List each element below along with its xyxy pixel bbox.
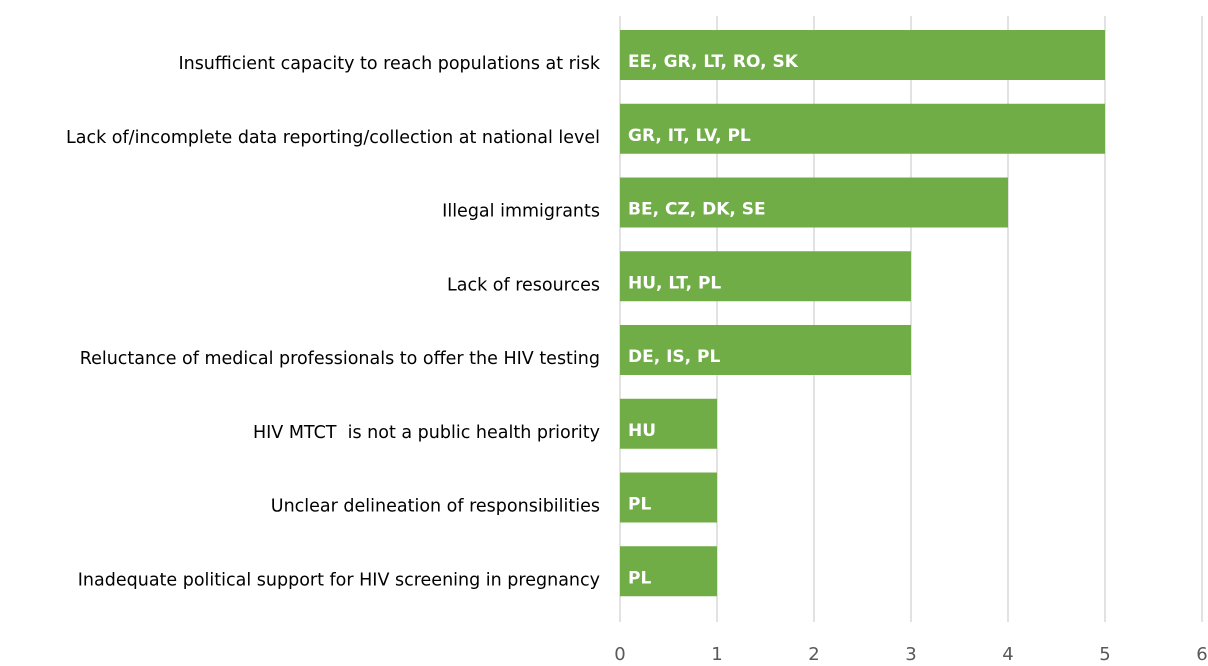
x-tick-label: 4 [1002,644,1013,665]
category-label: Insufficient capacity to reach populatio… [178,54,600,74]
value-label: EE, GR, LT, RO, SK [628,52,799,72]
category-label: Reluctance of medical professionals to o… [80,349,600,369]
x-tick-label: 6 [1196,644,1207,665]
value-label: PL [628,495,651,515]
x-tick-label: 3 [905,644,916,665]
value-label: HU [628,421,656,441]
bar [620,325,911,375]
category-label: Lack of/incomplete data reporting/collec… [66,128,600,148]
category-label: Inadequate political support for HIV scr… [78,570,600,590]
category-label: Lack of resources [447,275,600,295]
bar [620,546,717,597]
bar [620,30,1105,80]
category-label: HIV MTCT is not a public health priority [253,423,600,443]
bar [620,251,911,302]
bar [620,398,717,449]
value-label: HU, LT, PL [628,273,721,293]
value-label: DE, IS, PL [628,347,721,367]
bar [620,177,1008,228]
x-tick-label: 2 [808,644,819,665]
category-label: Unclear delineation of responsibilities [271,497,600,517]
x-tick-label: 1 [711,644,722,665]
category-label: Illegal immigrants [442,202,600,222]
value-label: BE, CZ, DK, SE [628,200,766,220]
x-tick-label: 0 [614,644,625,665]
bar [620,472,717,523]
x-tick-label: 5 [1099,644,1110,665]
bar [620,103,1105,154]
value-label: PL [628,568,651,588]
value-label: GR, IT, LV, PL [628,126,751,146]
